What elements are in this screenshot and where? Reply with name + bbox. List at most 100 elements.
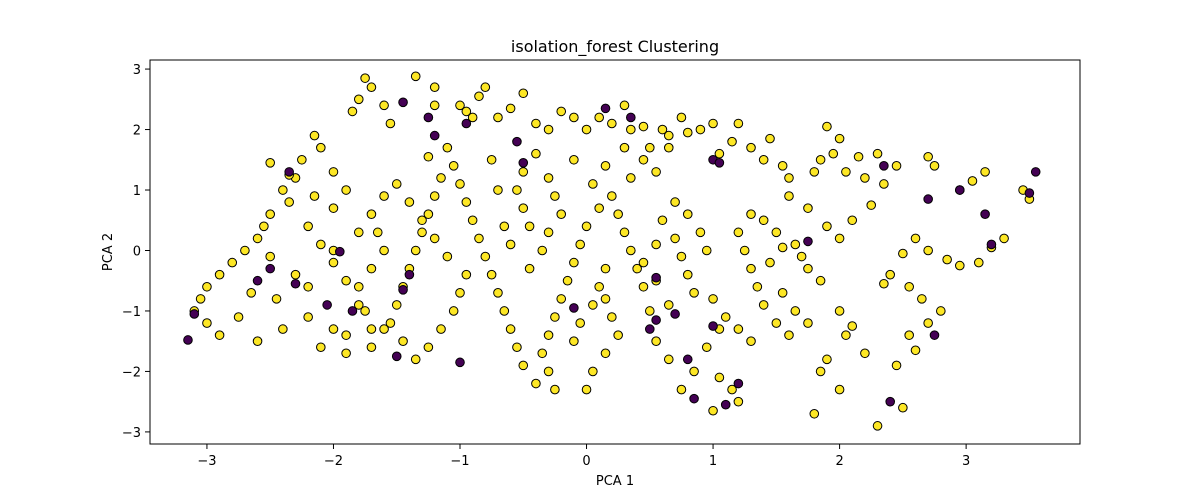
inlier-point: [316, 142, 326, 153]
inlier-point: [328, 257, 339, 268]
inlier-point: [815, 275, 826, 286]
inlier-point: [942, 254, 952, 265]
inlier-point: [347, 106, 358, 117]
inlier-point: [461, 197, 472, 207]
outlier-point: [284, 167, 294, 177]
inlier-point: [290, 269, 301, 280]
inlier-point: [581, 124, 592, 135]
inlier-point: [404, 197, 415, 207]
inlier-point: [746, 336, 756, 346]
inlier-point: [758, 154, 769, 165]
inlier-point: [423, 209, 434, 220]
inlier-point: [518, 88, 529, 99]
inlier-point: [834, 133, 845, 144]
inlier-point: [600, 348, 611, 359]
inlier-point: [670, 233, 680, 244]
inlier-point: [796, 251, 807, 262]
inlier-point: [815, 154, 826, 165]
inlier-point: [771, 227, 782, 238]
outlier-point: [404, 269, 415, 280]
inlier-point: [442, 251, 453, 262]
inlier-point: [341, 348, 351, 359]
outlier-point: [347, 306, 358, 316]
inlier-point: [720, 312, 731, 322]
inlier-point: [505, 324, 516, 334]
inlier-point: [910, 345, 921, 356]
inlier-point: [701, 342, 712, 353]
inlier-point: [569, 257, 579, 268]
inlier-point: [316, 342, 326, 353]
inlier-point: [834, 384, 845, 395]
inlier-point: [708, 294, 718, 304]
inlier-point: [701, 245, 712, 256]
inlier-point: [265, 158, 276, 168]
inlier-point: [682, 127, 693, 138]
inlier-point: [391, 179, 402, 189]
inlier-point: [853, 151, 864, 162]
inlier-point: [860, 348, 870, 359]
inlier-point: [423, 151, 434, 162]
inlier-point: [619, 100, 630, 111]
inlier-point: [569, 112, 579, 123]
inlier-point: [834, 233, 845, 244]
x-tick-label: 1: [709, 454, 717, 469]
inlier-point: [341, 185, 351, 195]
outlier-point: [980, 209, 990, 220]
inlier-point: [632, 263, 642, 274]
x-tick-label: 2: [835, 454, 843, 469]
inlier-point: [619, 142, 630, 153]
inlier-point: [891, 161, 902, 171]
inlier-point: [474, 91, 484, 102]
inlier-point: [898, 402, 908, 413]
inlier-point: [505, 239, 516, 250]
inlier-point: [543, 124, 554, 135]
outlier-point: [803, 236, 813, 247]
inlier-point: [651, 239, 661, 250]
inlier-point: [309, 130, 320, 141]
inlier-point: [600, 263, 611, 274]
inlier-point: [493, 112, 503, 123]
inlier-point: [594, 203, 604, 213]
inlier-point: [733, 227, 744, 238]
outlier-point: [423, 112, 434, 123]
inlier-point: [252, 233, 263, 244]
inlier-point: [227, 257, 238, 268]
x-tick-label: −3: [197, 454, 216, 469]
inlier-point: [493, 288, 503, 298]
inlier-point: [493, 185, 503, 195]
inlier-point: [505, 103, 516, 114]
inlier-point: [651, 336, 661, 346]
inlier-point: [923, 318, 933, 328]
outlier-point: [720, 399, 731, 410]
inlier-point: [936, 306, 946, 316]
inlier-point: [429, 82, 440, 93]
outlier-point: [670, 309, 680, 319]
outlier-point: [334, 246, 345, 257]
y-axis-label: PCA 2: [101, 233, 116, 271]
inlier-point: [455, 288, 465, 298]
inlier-point: [784, 330, 794, 340]
outlier-point: [651, 315, 661, 325]
y-axis-ticks: −3 −2 −1 0 1 2 3: [122, 63, 150, 441]
inlier-point: [531, 148, 541, 159]
inlier-point: [841, 167, 851, 177]
outlier-point: [929, 330, 940, 340]
inlier-point: [467, 112, 478, 123]
inlier-point: [461, 106, 472, 117]
inlier-point: [467, 215, 478, 226]
inlier-point: [379, 100, 389, 111]
inlier-point: [607, 191, 617, 201]
inlier-point: [556, 209, 567, 220]
outlier-point: [600, 103, 611, 114]
y-tick-label: 1: [133, 184, 141, 199]
inlier-point: [265, 251, 276, 262]
outlier-point: [651, 272, 661, 283]
inlier-point: [537, 245, 548, 256]
outlier-point: [189, 309, 200, 319]
inlier-point: [195, 294, 206, 304]
inlier-point: [866, 200, 877, 210]
inlier-point: [967, 176, 978, 186]
y-tick-label: 2: [133, 124, 141, 139]
inlier-point: [663, 142, 674, 153]
inlier-point: [556, 294, 567, 304]
